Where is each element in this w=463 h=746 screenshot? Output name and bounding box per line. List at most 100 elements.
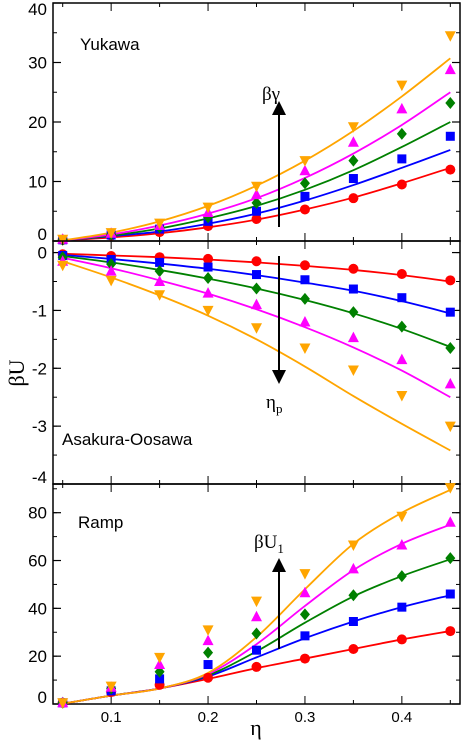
- data-point: [347, 136, 359, 147]
- data-point: [444, 516, 456, 527]
- data-point: [348, 174, 358, 184]
- panel-title: Ramp: [78, 513, 123, 532]
- data-point: [299, 316, 311, 327]
- y-tick-label: 20: [28, 647, 47, 666]
- data-point: [251, 256, 262, 267]
- data-point: [251, 596, 262, 608]
- data-point: [445, 164, 456, 175]
- x-tick-label: 0.2: [198, 709, 219, 726]
- data-point: [445, 552, 456, 565]
- y-tick-label: 0: [38, 225, 47, 244]
- data-point: [347, 122, 359, 133]
- data-point: [202, 305, 214, 317]
- panel-1: 0 10 20 30 40 Yukawa βγ: [28, 0, 461, 246]
- data-point: [396, 179, 407, 190]
- data-point: [203, 672, 214, 683]
- data-point: [444, 63, 456, 75]
- panel-title: Yukawa: [80, 35, 140, 54]
- data-point: [202, 202, 214, 214]
- data-point: [299, 343, 311, 355]
- y-axis-label: βU: [4, 359, 29, 386]
- data-point: [299, 156, 311, 167]
- data-point: [396, 320, 407, 333]
- data-point: [396, 511, 408, 523]
- data-point: [300, 275, 310, 285]
- data-point: [396, 102, 408, 114]
- data-point: [397, 293, 407, 303]
- data-point: [299, 292, 310, 305]
- data-point: [105, 228, 117, 239]
- panel-annotation: βU1: [254, 532, 284, 556]
- data-point: [348, 306, 359, 319]
- data-point: [154, 290, 166, 301]
- data-point: [252, 270, 261, 280]
- data-point: [348, 644, 359, 654]
- data-point: [299, 586, 311, 598]
- data-point: [444, 31, 456, 42]
- data-point: [445, 307, 455, 317]
- data-point: [444, 421, 456, 433]
- x-axis-label: η: [250, 715, 262, 740]
- data-point: [155, 257, 165, 267]
- data-point: [348, 589, 359, 602]
- panel-title: Asakura-Oosawa: [62, 430, 193, 449]
- data-point: [251, 196, 262, 209]
- data-point: [105, 275, 117, 287]
- data-point: [347, 562, 359, 574]
- data-point: [396, 570, 407, 583]
- data-point: [251, 181, 262, 193]
- data-point: [299, 653, 310, 664]
- data-point: [445, 626, 456, 637]
- data-point: [299, 164, 311, 176]
- data-point: [299, 608, 310, 621]
- data-point: [251, 213, 262, 224]
- fit-curve-5: [62, 260, 451, 452]
- x-tick-label: 0.4: [391, 709, 412, 726]
- y-tick-label: 0: [38, 688, 47, 707]
- data-point: [299, 569, 311, 580]
- data-point: [251, 661, 262, 672]
- data-point: [203, 253, 214, 264]
- data-point: [299, 177, 310, 190]
- data-point: [251, 323, 262, 334]
- data-point: [251, 610, 262, 622]
- y-tick-label: -4: [32, 468, 47, 487]
- data-point: [154, 652, 166, 664]
- data-point: [299, 204, 310, 215]
- data-point: [57, 698, 69, 709]
- data-point: [202, 287, 214, 298]
- data-point: [396, 80, 408, 92]
- y-tick-label: 10: [28, 173, 47, 192]
- data-point: [154, 658, 166, 670]
- y-tick-label: 0: [38, 244, 47, 263]
- data-point: [396, 634, 407, 645]
- data-point: [202, 625, 214, 636]
- y-tick-label: -1: [32, 301, 47, 320]
- data-point: [251, 282, 262, 295]
- data-point: [251, 627, 262, 640]
- panel-3: 0 20 40 60 80 0.1 0.2 0.3 0.4 Ramp βU1: [28, 483, 461, 726]
- data-point: [396, 390, 408, 402]
- y-tick-label: 40: [28, 0, 47, 19]
- data-point: [445, 131, 455, 141]
- data-point: [105, 681, 117, 693]
- data-point: [203, 262, 213, 272]
- data-point: [397, 154, 407, 164]
- data-point: [348, 617, 358, 626]
- data-point: [396, 353, 408, 365]
- data-point: [347, 540, 359, 551]
- data-point: [348, 154, 359, 167]
- data-point: [347, 331, 359, 343]
- data-point: [396, 538, 408, 550]
- data-point: [106, 258, 117, 271]
- y-tick-label: 80: [28, 504, 47, 523]
- data-point: [154, 265, 165, 278]
- data-point: [203, 272, 214, 285]
- panel-annotation: ηp: [266, 392, 282, 416]
- data-point: [203, 660, 213, 670]
- data-point: [396, 268, 407, 279]
- data-point: [251, 298, 262, 310]
- y-tick-label: -3: [32, 417, 47, 436]
- data-point: [445, 96, 456, 109]
